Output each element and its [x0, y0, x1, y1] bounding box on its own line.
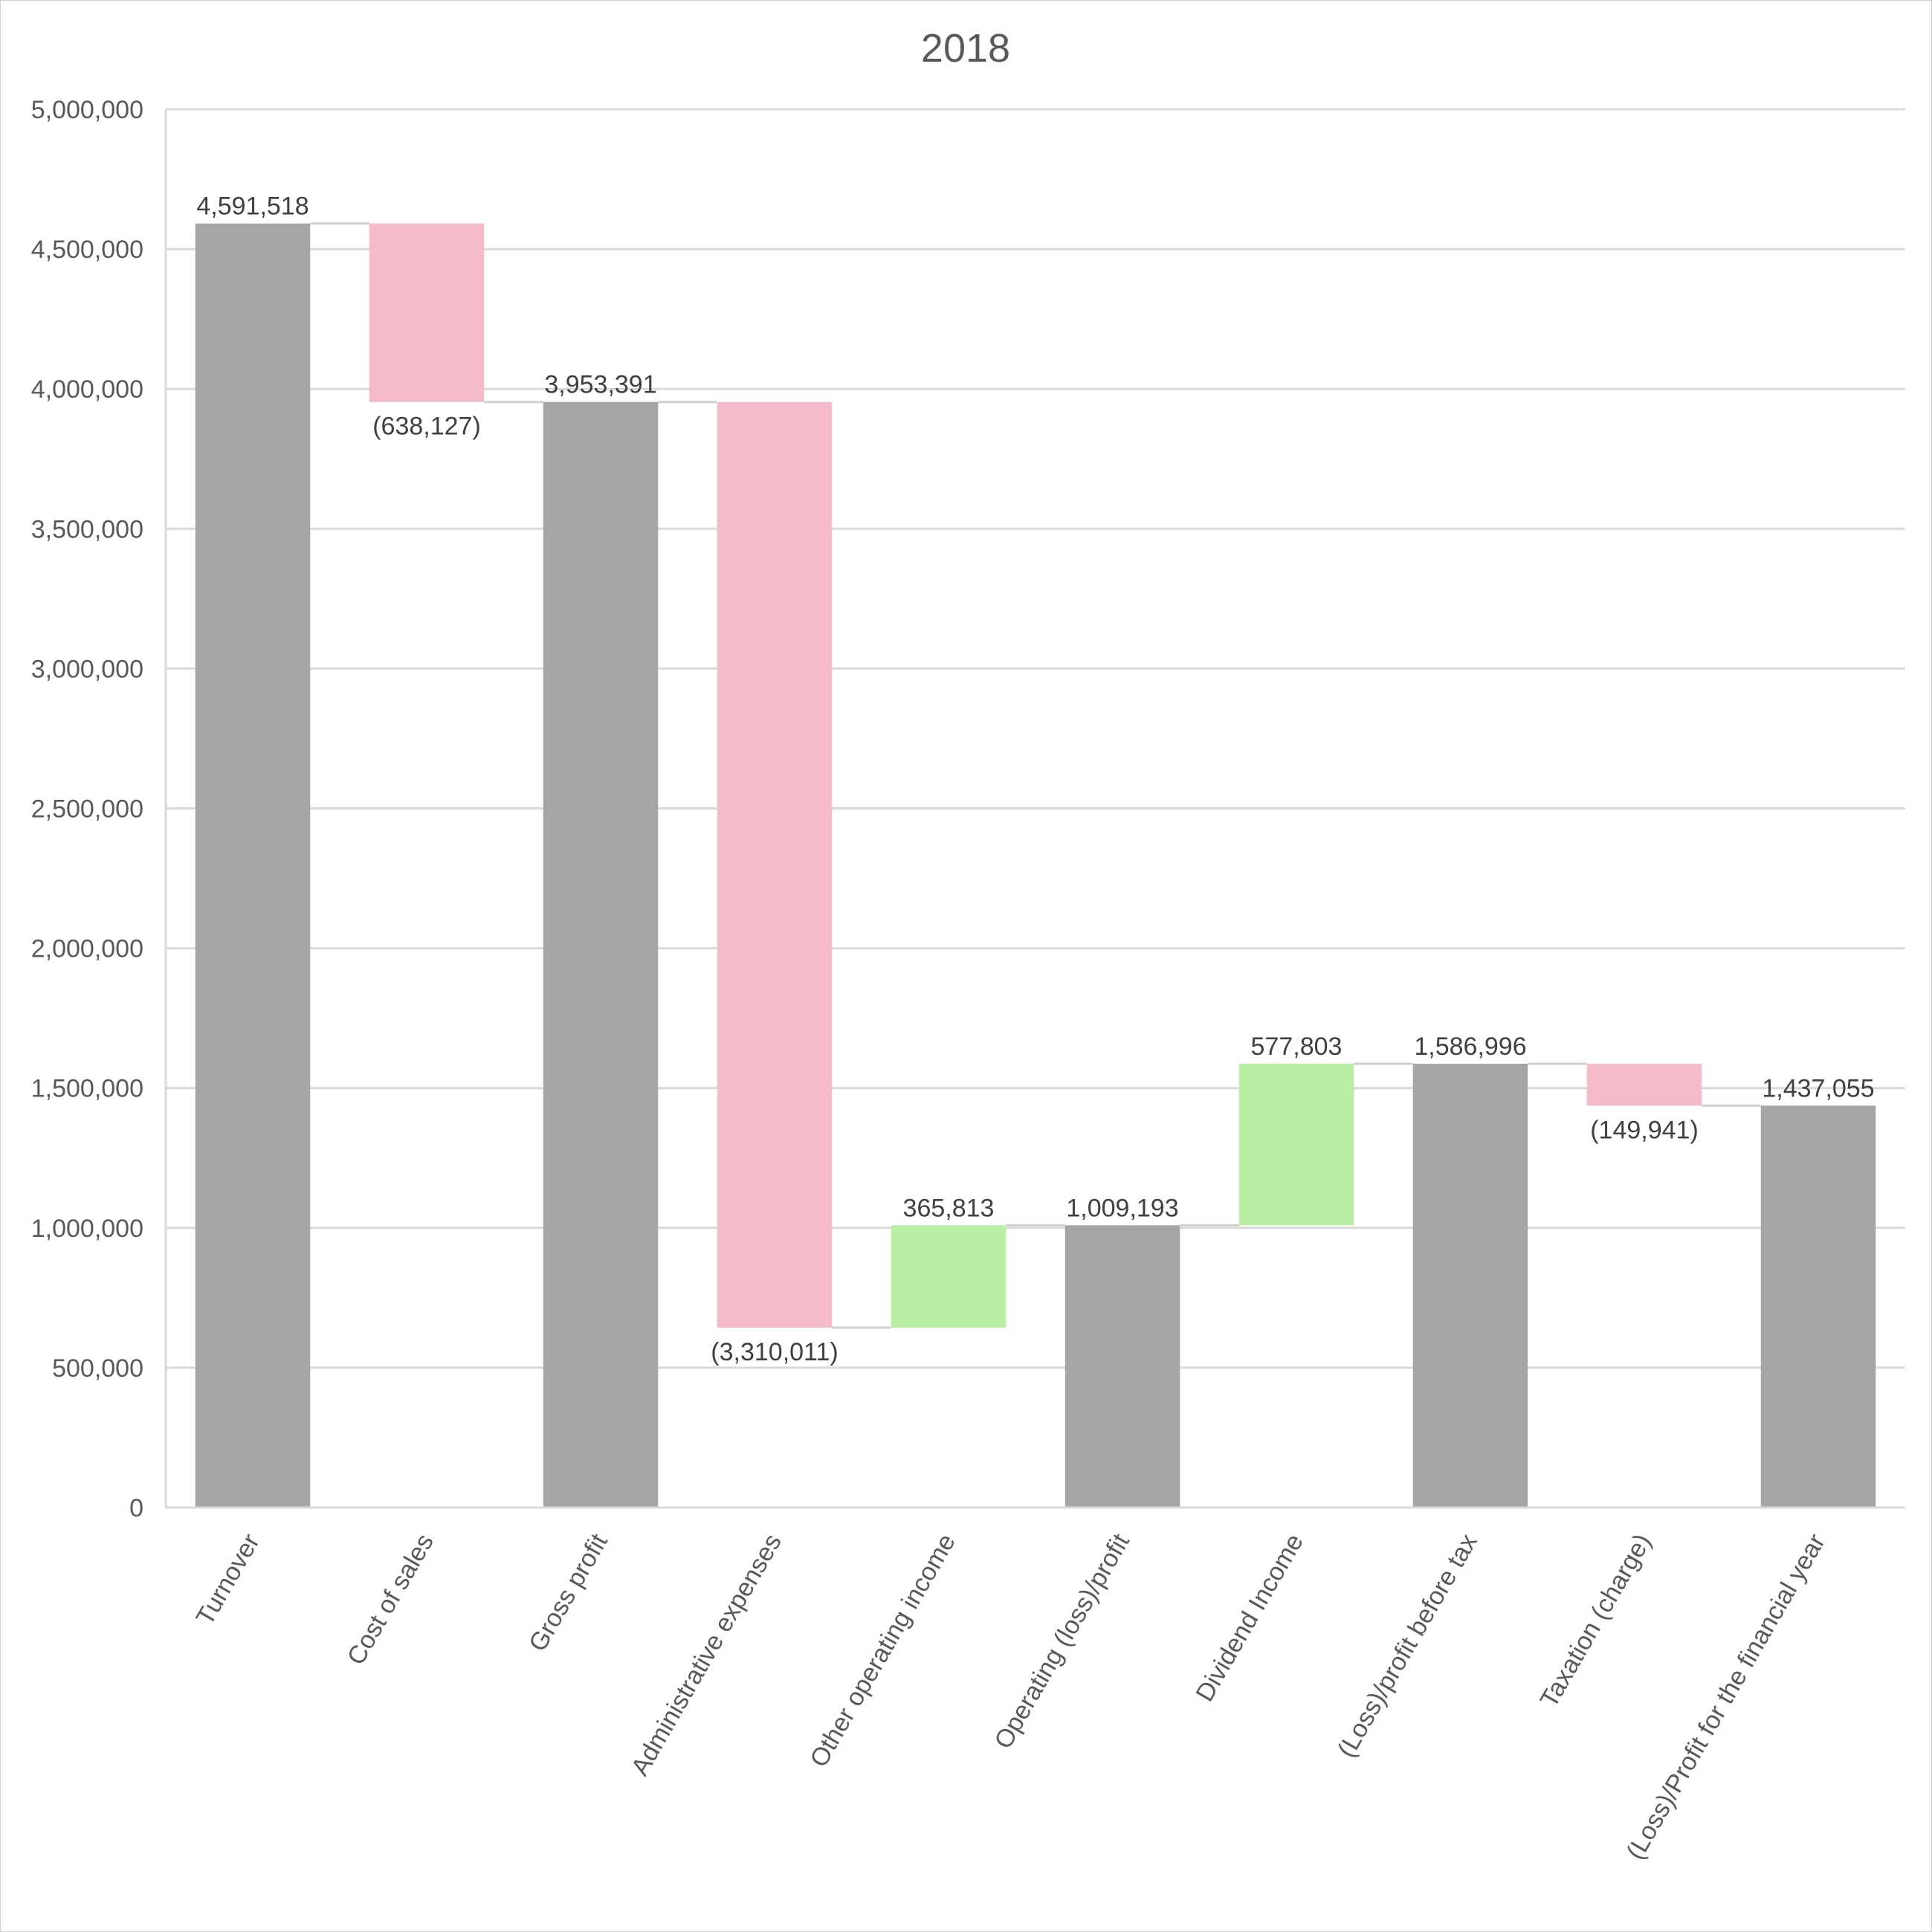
data-label: 577,803 — [1251, 1033, 1343, 1061]
y-tick-label: 3,500,000 — [31, 515, 143, 543]
bar-total — [1064, 1225, 1180, 1508]
y-tick-label: 3,000,000 — [31, 655, 143, 683]
data-label: 365,813 — [903, 1194, 995, 1222]
data-label: (638,127) — [372, 413, 481, 441]
gridlines — [166, 108, 1905, 1369]
y-tick-label: 2,000,000 — [31, 935, 143, 963]
y-axis: 0 500,000 1,000,000 1,500,000 2,000,000 2,500… — [31, 96, 167, 1522]
bar-decrease — [717, 401, 833, 1328]
x-tick-label: Gross profit — [523, 1529, 613, 1657]
x-axis: Turnover Cost of sales Gross profit Adminis… — [166, 1506, 1905, 1864]
y-tick-label: 1,000,000 — [31, 1215, 143, 1243]
bar-increase — [891, 1225, 1007, 1328]
y-tick-label: 4,000,000 — [31, 375, 143, 404]
x-tick-label: Taxation (charge) — [1535, 1529, 1657, 1712]
bar-total — [1412, 1063, 1528, 1508]
bar-decrease — [1586, 1063, 1702, 1106]
data-label: 3,953,391 — [544, 371, 656, 399]
data-labels: 4,591,518 (638,127) 3,953,391 (3,310,011) 36… — [196, 193, 1874, 1366]
bar-total — [1760, 1105, 1876, 1508]
bars — [195, 223, 1876, 1508]
bar-decrease — [369, 223, 485, 402]
y-tick-label: 500,000 — [52, 1354, 143, 1383]
data-label: 1,437,055 — [1762, 1074, 1874, 1102]
data-label: 1,586,996 — [1414, 1033, 1526, 1061]
data-label: 4,591,518 — [196, 193, 308, 221]
x-tick-label: Other operating income — [804, 1529, 961, 1772]
data-label: (149,941) — [1590, 1116, 1699, 1144]
bar-total — [543, 401, 659, 1508]
y-tick-label: 5,000,000 — [31, 96, 143, 124]
y-tick-label: 0 — [129, 1494, 143, 1522]
bar-increase — [1238, 1063, 1354, 1226]
x-tick-label: Turnover — [191, 1529, 265, 1630]
y-tick-label: 2,500,000 — [31, 795, 143, 824]
y-tick-label: 1,500,000 — [31, 1075, 143, 1103]
data-label: (3,310,011) — [711, 1338, 838, 1366]
x-tick-label: Dividend Income — [1190, 1529, 1309, 1706]
x-tick-label: (Loss)/profit before tax — [1332, 1529, 1483, 1763]
x-tick-label: Administrative expenses — [626, 1529, 787, 1780]
bar-total — [195, 223, 311, 1508]
chart-title: 2018 — [921, 26, 1010, 71]
x-tick-label: (Loss)/Profit for the financial year — [1621, 1529, 1831, 1864]
connectors — [310, 222, 1761, 1329]
y-tick-label: 4,500,000 — [31, 236, 143, 264]
data-label: 1,009,193 — [1066, 1194, 1178, 1222]
x-tick-label: Operating (loss)/profit — [989, 1529, 1136, 1754]
x-tick-label: Cost of sales — [342, 1529, 439, 1670]
